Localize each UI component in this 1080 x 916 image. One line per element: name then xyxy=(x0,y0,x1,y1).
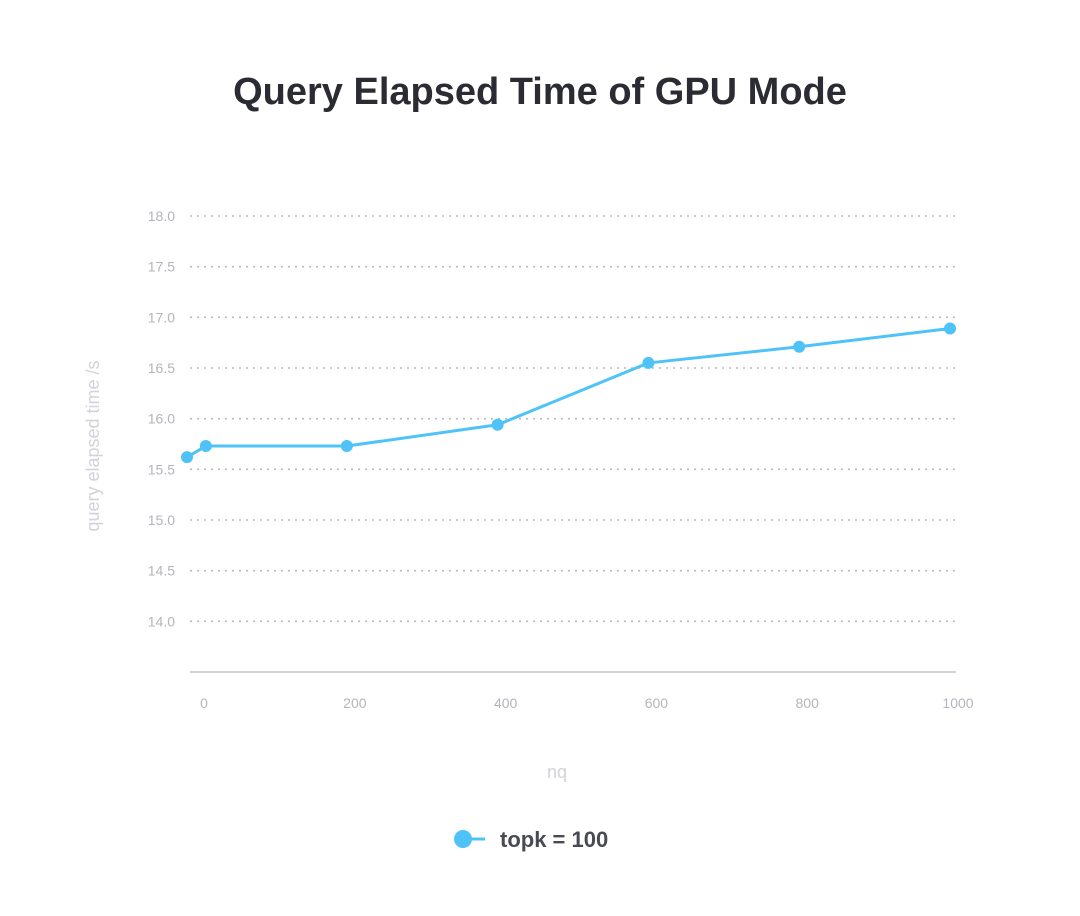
data-point-0-0 xyxy=(181,451,193,464)
data-point-0-1 xyxy=(199,440,212,453)
y-axis-label: query elapsed time /s xyxy=(83,360,103,531)
y-tick-label-2: 15.0 xyxy=(148,512,175,528)
x-tick-label-1: 200 xyxy=(343,695,367,711)
data-point-0-4 xyxy=(642,356,655,369)
x-tick-labels: 0 200 400 600 800 1000 xyxy=(200,695,974,711)
y-tick-label-6: 17.0 xyxy=(148,309,175,325)
x-tick-label-3: 600 xyxy=(645,695,669,711)
series-line-0 xyxy=(186,326,951,459)
x-tick-label-0: 0 xyxy=(200,695,208,711)
legend-label: topk = 100 xyxy=(500,827,608,852)
y-tick-label-8: 18.0 xyxy=(148,208,175,224)
y-tick-label-7: 17.5 xyxy=(148,259,175,275)
y-tick-label-3: 15.5 xyxy=(148,461,175,477)
legend-marker-swatch xyxy=(454,830,472,848)
series-topk-100 xyxy=(181,322,956,464)
x-tick-label-5: 1000 xyxy=(942,695,973,711)
gridlines xyxy=(190,215,956,623)
data-point-0-5 xyxy=(793,340,806,353)
y-tick-label-4: 16.0 xyxy=(148,411,175,427)
y-tick-label-5: 16.5 xyxy=(148,360,175,376)
x-axis-label: nq xyxy=(547,762,567,782)
x-tick-label-2: 400 xyxy=(494,695,518,711)
y-tick-label-0: 14.0 xyxy=(148,613,175,629)
legend[interactable]: topk = 100 xyxy=(454,827,608,852)
y-tick-labels: 14.0 14.5 15.0 15.5 16.0 16.5 17.0 17.5 18.0 xyxy=(148,208,175,629)
data-point-0-2 xyxy=(340,440,353,453)
y-tick-label-1: 14.5 xyxy=(148,563,175,579)
x-tick-label-4: 800 xyxy=(796,695,820,711)
chart-title: Query Elapsed Time of GPU Mode xyxy=(233,71,847,113)
data-point-0-6 xyxy=(944,322,956,335)
data-point-0-3 xyxy=(491,418,504,431)
